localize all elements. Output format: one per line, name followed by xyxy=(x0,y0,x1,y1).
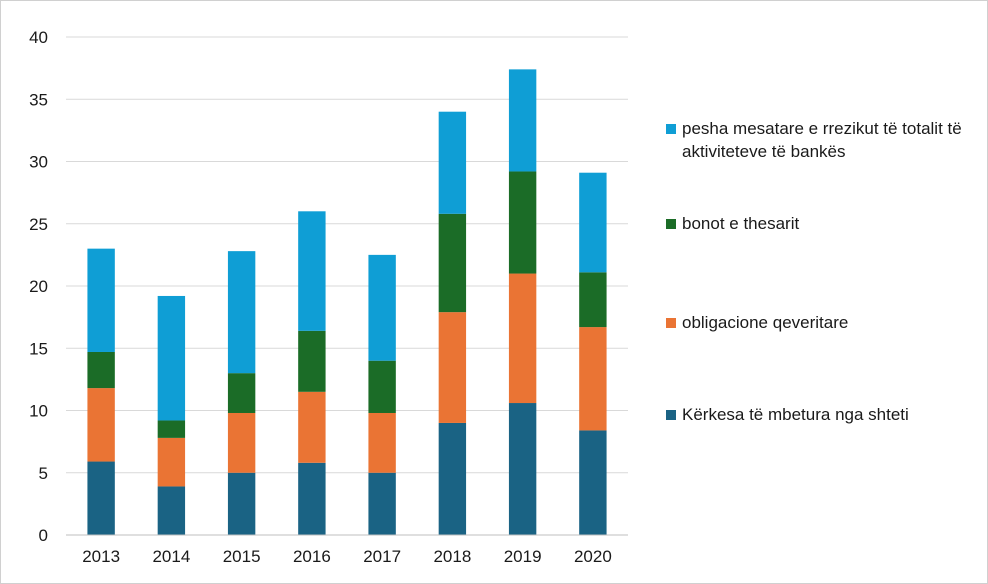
bar-segment xyxy=(298,211,326,331)
x-tick-label: 2015 xyxy=(223,547,261,566)
bar-segment xyxy=(368,254,396,361)
x-tick-label: 2020 xyxy=(574,547,612,566)
bar-segment xyxy=(508,171,537,274)
x-tick-label: 2018 xyxy=(433,547,471,566)
bar-segment xyxy=(579,327,607,431)
bar-segment xyxy=(157,437,186,487)
x-tick-label: 2016 xyxy=(293,547,331,566)
bar-segment xyxy=(368,472,396,535)
bar-segment xyxy=(438,213,467,313)
bar-segment xyxy=(298,462,326,535)
bar-segment xyxy=(508,273,537,404)
y-tick-label: 35 xyxy=(29,90,48,109)
y-tick-labels: 0 5 10 15 20 25 30 35 40 xyxy=(29,28,48,545)
bar-segment xyxy=(508,403,537,535)
bar-segment xyxy=(87,461,115,535)
bar-segment xyxy=(579,272,607,328)
bar-segment xyxy=(87,388,115,462)
y-tick-label: 5 xyxy=(39,464,48,483)
bar-segment xyxy=(157,295,186,421)
bar-segment xyxy=(438,312,467,423)
bar-segment xyxy=(227,472,256,535)
bar-segment xyxy=(438,111,467,214)
bars xyxy=(87,69,607,535)
bar-segment xyxy=(227,373,256,413)
bar-segment xyxy=(368,360,396,413)
bar-segment xyxy=(368,412,396,473)
y-tick-label: 30 xyxy=(29,153,48,172)
bar-segment xyxy=(438,422,467,535)
y-tick-label: 20 xyxy=(29,277,48,296)
x-tick-label: 2019 xyxy=(504,547,542,566)
bar-segment xyxy=(227,251,256,374)
bar-segment xyxy=(87,351,115,389)
y-tick-label: 15 xyxy=(29,339,48,358)
x-tick-labels: 2013 2014 2015 2016 2017 2018 2019 2020 xyxy=(82,547,612,566)
y-tick-label: 0 xyxy=(39,526,48,545)
bar-segment xyxy=(579,430,607,535)
bar-segment xyxy=(87,248,115,352)
y-tick-label: 25 xyxy=(29,215,48,234)
bar-segment xyxy=(157,420,186,438)
y-tick-label: 40 xyxy=(29,28,48,47)
bar-segment xyxy=(157,486,186,535)
bar-segment xyxy=(298,330,326,392)
bar-segment xyxy=(579,172,607,273)
bar-segment xyxy=(508,69,537,172)
x-tick-label: 2017 xyxy=(363,547,401,566)
y-tick-label: 10 xyxy=(29,402,48,421)
bar-segment xyxy=(298,391,326,463)
gridlines xyxy=(66,36,628,474)
bar-segment xyxy=(227,412,256,473)
x-tick-label: 2014 xyxy=(152,547,190,566)
x-tick-label: 2013 xyxy=(82,547,120,566)
